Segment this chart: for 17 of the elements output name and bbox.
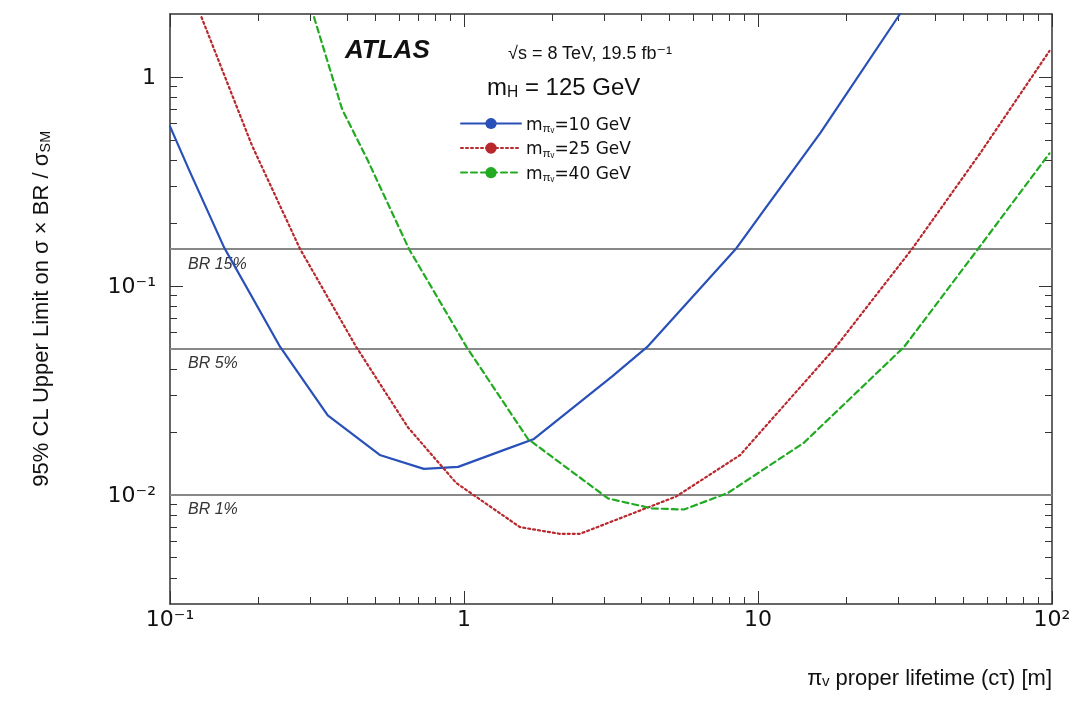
ref-line-label: BR 1% xyxy=(188,500,238,518)
x-axis-title: πᵥ proper lifetime (cτ) [m] xyxy=(807,664,1052,690)
x-tick-label: 10² xyxy=(1033,605,1071,631)
legend-label: mπᵥ=40 GeV xyxy=(526,162,632,184)
y-tick-label: 1 xyxy=(142,64,156,90)
x-tick-label: 10⁻¹ xyxy=(145,605,195,631)
x-tick-label: 1 xyxy=(457,605,471,631)
legend-label: mπᵥ=25 GeV xyxy=(526,138,632,159)
annotation: ATLAS xyxy=(344,33,431,64)
ref-line-label: BR 5% xyxy=(188,354,238,372)
legend-label: mπᵥ=10 GeV xyxy=(526,113,632,135)
annotation: mH = 125 GeV xyxy=(487,72,641,100)
y-axis-title: 95% CL Upper Limit on σ × BR / σSM xyxy=(27,130,53,487)
y-tick-label: 10⁻² xyxy=(107,482,156,508)
y-tick-label: 10⁻¹ xyxy=(107,273,156,299)
x-tick-label: 10 xyxy=(744,605,772,631)
annotation: √s = 8 TeV, 19.5 fb⁻¹ xyxy=(508,42,672,63)
